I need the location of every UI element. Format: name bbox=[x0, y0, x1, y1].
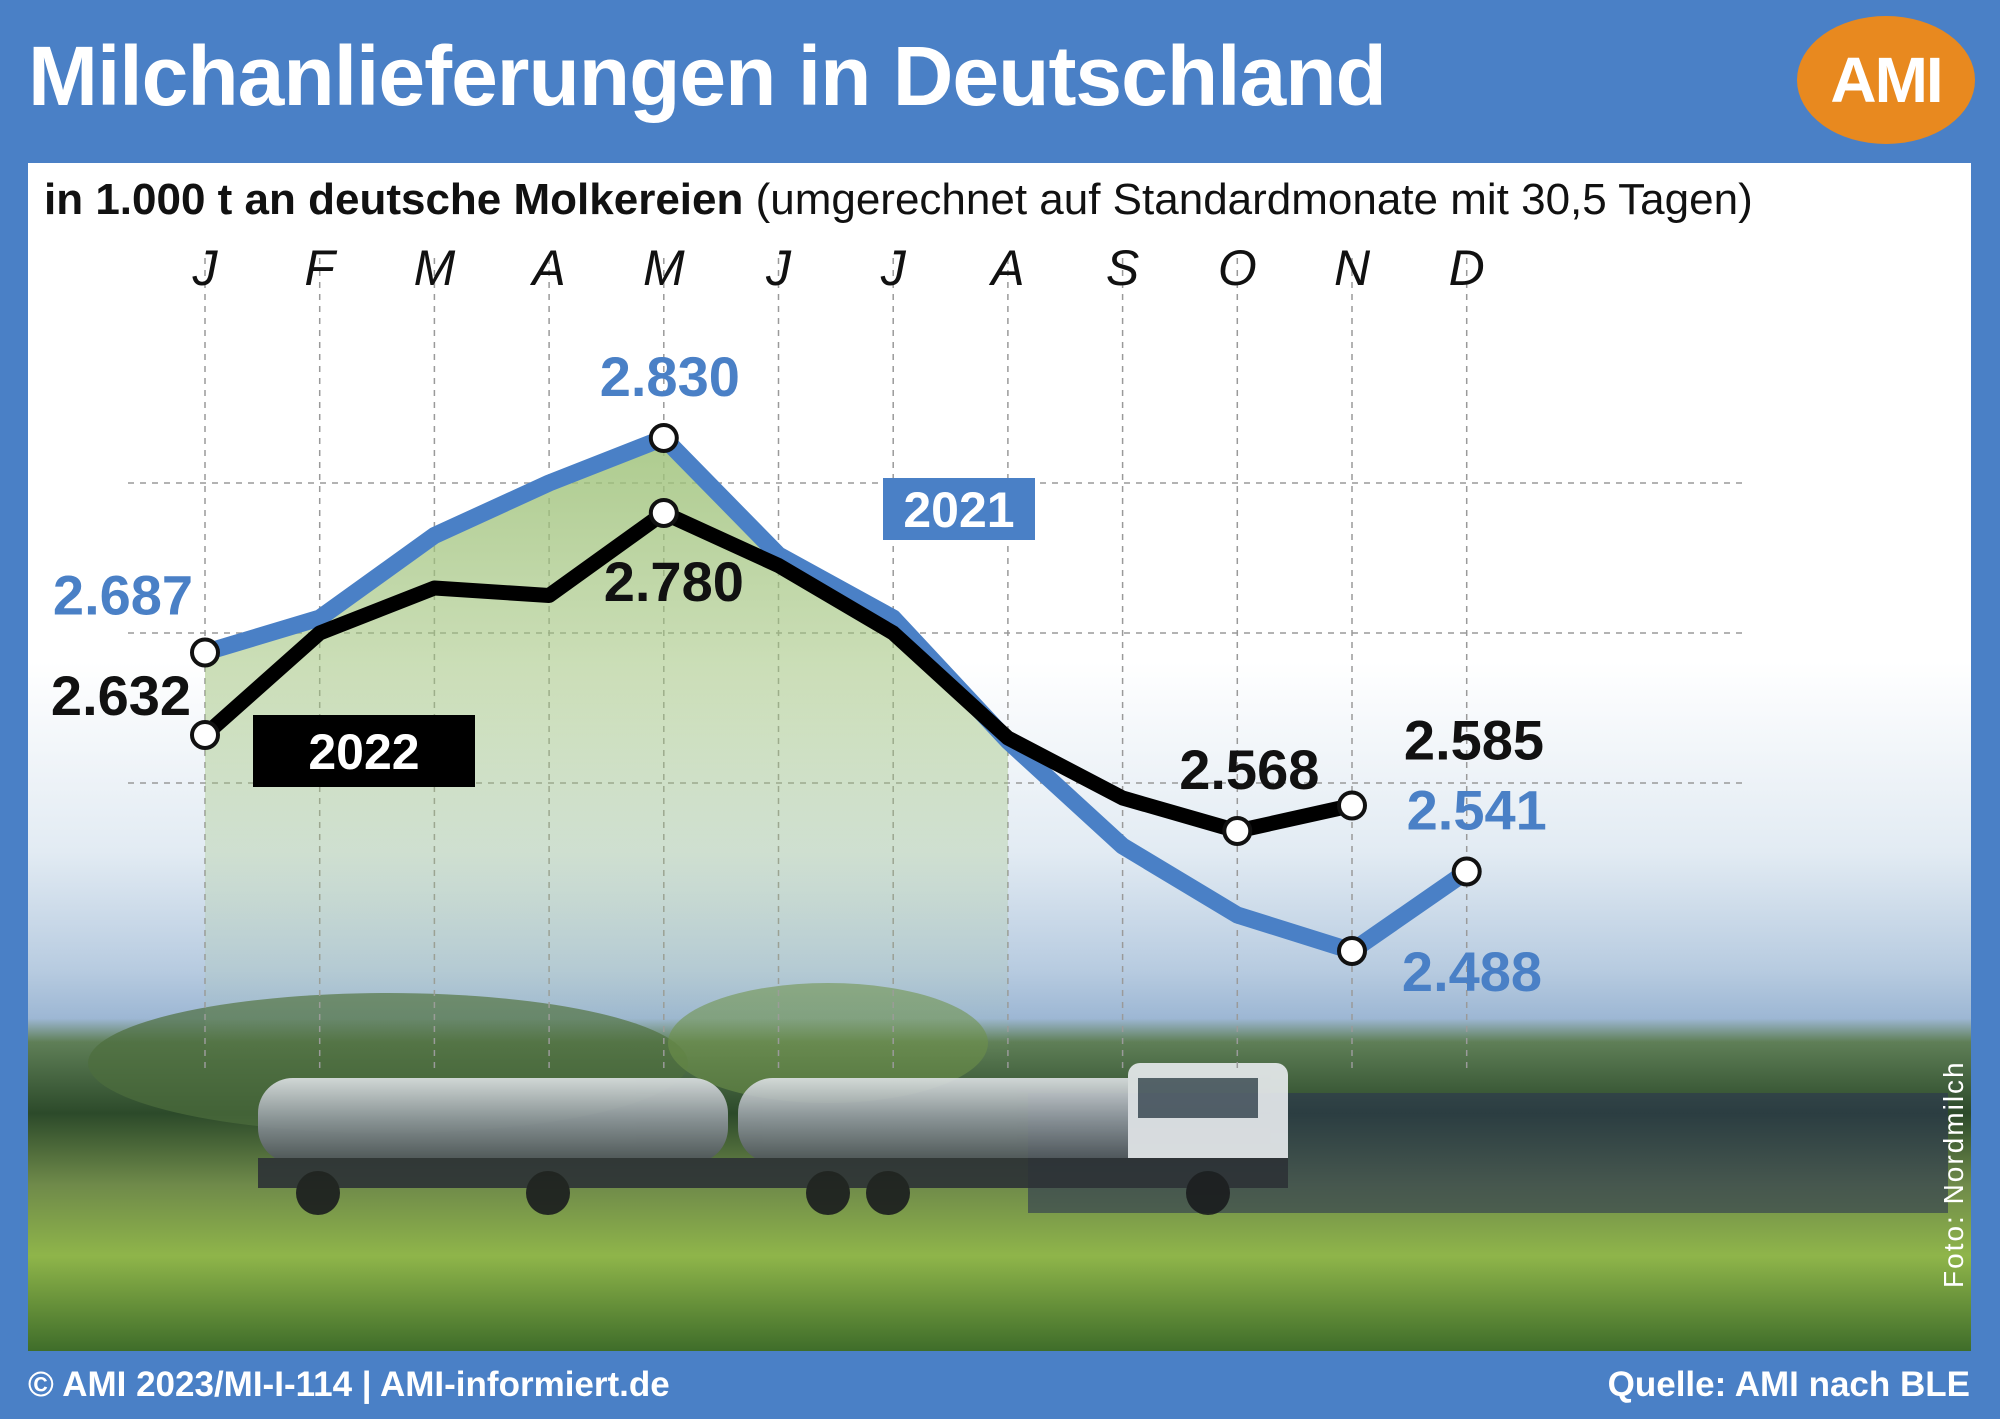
data-point-2021 bbox=[1451, 856, 1482, 887]
series-tag-box bbox=[883, 478, 1035, 540]
milk-tanker-truck bbox=[258, 1063, 1288, 1215]
data-point-2022 bbox=[648, 498, 679, 528]
value-label-2022: 2.780 bbox=[604, 550, 744, 613]
footer-source: Quelle: AMI nach BLE bbox=[1607, 1365, 1970, 1404]
logo-text: AMI bbox=[1830, 44, 1943, 116]
data-points bbox=[190, 423, 1482, 966]
value-label-2021: 2.687 bbox=[53, 564, 193, 627]
month-label: J bbox=[192, 240, 219, 296]
series-tag-box bbox=[253, 715, 475, 787]
subtitle-bold: in 1.000 t an deutsche Molkereien bbox=[44, 175, 744, 224]
chart-subtitle: in 1.000 t an deutsche Molkereien (umger… bbox=[44, 175, 1753, 225]
series-tag-2022: 2022 bbox=[253, 715, 475, 787]
month-label: M bbox=[414, 240, 456, 296]
month-label: A bbox=[529, 240, 565, 296]
month-label: J bbox=[880, 240, 907, 296]
data-point-2021 bbox=[648, 423, 679, 453]
value-label-2022: 2.568 bbox=[1179, 738, 1319, 801]
series-tag-2021: 2021 bbox=[883, 478, 1035, 540]
series-line-2022 bbox=[197, 505, 1360, 839]
month-label: D bbox=[1449, 240, 1485, 296]
month-label: M bbox=[643, 240, 685, 296]
data-point-2022 bbox=[1337, 790, 1367, 821]
data-point-2021 bbox=[1337, 936, 1367, 966]
data-point-2021 bbox=[190, 637, 220, 668]
subtitle-normal: (umgerechnet auf Standardmonate mit 30,5… bbox=[743, 175, 1753, 224]
series-tags: 2021 2022 bbox=[253, 478, 1035, 787]
value-label-2021: 2.830 bbox=[600, 345, 740, 408]
month-label: A bbox=[988, 240, 1024, 296]
month-label: F bbox=[304, 240, 337, 296]
value-label-2022: 2.632 bbox=[51, 664, 191, 727]
series-tag-label: 2022 bbox=[308, 724, 419, 780]
series-tag-label: 2021 bbox=[903, 482, 1014, 538]
ami-logo: AMI bbox=[1797, 16, 1975, 144]
data-point-2022 bbox=[1222, 816, 1253, 846]
footer-copyright: © AMI 2023/MI-I-114 | AMI-informiert.de bbox=[28, 1365, 670, 1404]
value-label-2022: 2.585 bbox=[1404, 709, 1544, 772]
series-lines bbox=[196, 429, 1476, 960]
series-line-2021 bbox=[196, 429, 1476, 960]
page-title: Milchanlieferungen in Deutschland bbox=[28, 29, 1387, 123]
value-label-2021: 2.541 bbox=[1407, 779, 1547, 842]
photo-credit: Foto: Nordmilch bbox=[1938, 1060, 1969, 1288]
month-label: O bbox=[1218, 240, 1257, 296]
value-labels: 2.687 2.830 2.488 2.541 2.632 2.780 2.568 2.585 bbox=[51, 345, 1547, 1003]
month-label: S bbox=[1106, 240, 1139, 296]
month-label: J bbox=[765, 240, 792, 296]
month-label: N bbox=[1334, 240, 1371, 296]
data-point-2022 bbox=[190, 720, 220, 750]
value-label-2021: 2.488 bbox=[1402, 940, 1542, 1003]
